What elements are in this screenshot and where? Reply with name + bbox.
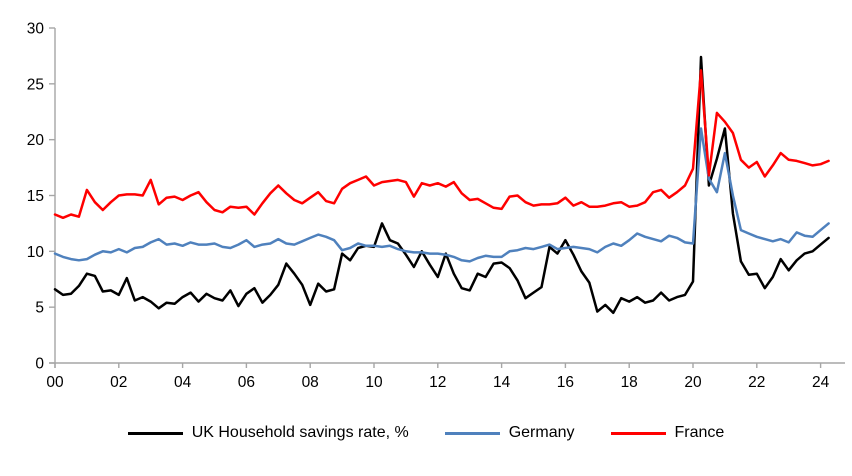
legend-label-uk: UK Household savings rate, % — [191, 424, 409, 441]
y-tick-label: 25 — [27, 76, 44, 93]
x-tick-label: 10 — [365, 374, 383, 391]
legend-swatch-france — [610, 431, 666, 435]
x-tick-label: 22 — [748, 374, 765, 391]
x-tick-label: 20 — [684, 374, 702, 391]
legend-swatch-germany — [444, 431, 500, 435]
y-tick-label: 20 — [27, 132, 45, 149]
series-line-france — [53, 69, 830, 220]
x-tick-label: 18 — [621, 374, 638, 391]
y-tick-label: 10 — [27, 244, 45, 261]
x-tick-label: 14 — [493, 374, 511, 391]
legend-item-uk: UK Household savings rate, % — [127, 424, 409, 442]
x-tick-label: 08 — [302, 374, 319, 391]
x-tick-label: 12 — [429, 374, 446, 391]
legend-item-germany: Germany — [444, 424, 575, 442]
series-line-germany — [53, 127, 830, 263]
y-tick-label: 5 — [35, 300, 44, 317]
x-tick-label: 16 — [557, 374, 574, 391]
x-tick-label: 04 — [174, 374, 192, 391]
x-tick-label: 06 — [238, 374, 255, 391]
legend-swatch-uk — [127, 431, 183, 435]
x-tick-label: 24 — [812, 374, 830, 391]
x-tick-label: 02 — [110, 374, 127, 391]
y-tick-label: 15 — [27, 188, 44, 205]
chart-legend: UK Household savings rate, % Germany Franc… — [0, 424, 852, 442]
y-tick-label: 0 — [35, 356, 44, 373]
legend-label-france: France — [674, 424, 725, 441]
y-tick-label: 30 — [27, 21, 45, 38]
legend-item-france: France — [610, 424, 725, 442]
line-chart-canvas: 0 5 10 15 20 25 30 00 02 04 06 08 10 12 14 16 18 20 22 24 — [27, 21, 845, 391]
legend-label-germany: Germany — [508, 424, 575, 441]
x-tick-label: 00 — [46, 374, 64, 391]
